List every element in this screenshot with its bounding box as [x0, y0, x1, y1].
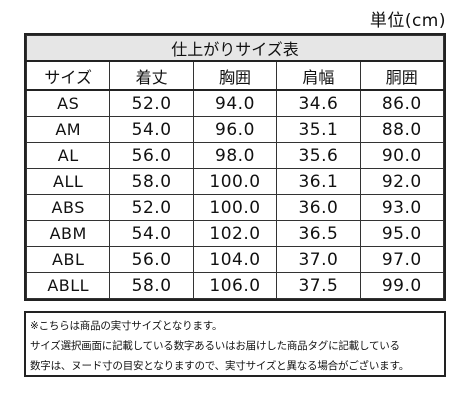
waist-cell: 99.0: [359, 272, 445, 299]
size-cell: ABS: [25, 194, 111, 222]
waist-cell: 95.0: [359, 220, 445, 248]
table-row: ABS 52.0 100.0 36.0 93.0: [25, 194, 445, 222]
table-row: AL 56.0 98.0 35.6 90.0: [25, 142, 445, 170]
table-caption: 仕上がりサイズ表: [26, 35, 444, 62]
table-row: ABLL 58.0 106.0 37.5 99.0: [25, 272, 445, 299]
shoulder-cell: 36.1: [276, 168, 361, 196]
table-row: ALL 58.0 100.0 36.1 92.0: [25, 168, 445, 196]
header-waist: 胴囲: [359, 60, 445, 91]
length-cell: 54.0: [109, 116, 194, 144]
waist-cell: 86.0: [359, 89, 445, 118]
size-chart: 仕上がりサイズ表 サイズ 着丈 胸囲 肩幅 胴囲 AS 52.0 94.0 34…: [24, 33, 446, 301]
note-line: ※こちらは商品の実寸サイズとなります。: [30, 320, 223, 332]
table-row: AS 52.0 94.0 34.6 86.0: [25, 89, 445, 118]
length-cell: 58.0: [109, 272, 194, 299]
size-cell: AS: [25, 89, 111, 118]
header-shoulder: 肩幅: [276, 60, 361, 91]
length-cell: 58.0: [109, 168, 194, 196]
header-chest: 胸囲: [192, 60, 278, 91]
table-row: ABL 56.0 104.0 37.0 97.0: [25, 246, 445, 273]
waist-cell: 97.0: [359, 246, 445, 273]
size-table: 仕上がりサイズ表 サイズ 着丈 胸囲 肩幅 胴囲 AS 52.0 94.0 34…: [25, 35, 445, 299]
size-cell: ABM: [25, 220, 111, 248]
waist-cell: 92.0: [359, 168, 445, 196]
chest-cell: 100.0: [192, 194, 278, 222]
length-cell: 52.0: [109, 89, 194, 118]
notes-box: ※こちらは商品の実寸サイズとなります。 サイズ選択画面に記載している数字あるいは…: [24, 311, 446, 377]
size-cell: ABLL: [25, 272, 111, 299]
note-line: 数字は、ヌード寸の目安となりますので、実寸サイズと異なる場合がございます。: [30, 360, 409, 372]
chest-cell: 98.0: [192, 142, 278, 170]
header-row: サイズ 着丈 胸囲 肩幅 胴囲: [25, 60, 445, 91]
chest-cell: 106.0: [192, 272, 278, 299]
note-line: サイズ選択画面に記載している数字あるいはお届けした商品タグに記載している: [30, 340, 400, 352]
chest-cell: 102.0: [192, 220, 278, 248]
chest-cell: 94.0: [192, 89, 278, 118]
shoulder-cell: 35.1: [276, 116, 361, 144]
size-cell: AL: [25, 142, 111, 170]
chest-cell: 100.0: [192, 168, 278, 196]
chest-cell: 104.0: [192, 246, 278, 273]
size-cell: AM: [25, 116, 111, 144]
table-row: ABM 54.0 102.0 36.5 95.0: [25, 220, 445, 248]
length-cell: 54.0: [109, 220, 194, 248]
header-size: サイズ: [25, 60, 111, 91]
table-row: AM 54.0 96.0 35.1 88.0: [25, 116, 445, 144]
waist-cell: 88.0: [359, 116, 445, 144]
size-cell: ABL: [25, 246, 111, 273]
shoulder-cell: 36.5: [276, 220, 361, 248]
unit-label: 単位(cm): [369, 11, 446, 31]
shoulder-cell: 34.6: [276, 89, 361, 118]
waist-cell: 90.0: [359, 142, 445, 170]
waist-cell: 93.0: [359, 194, 445, 222]
length-cell: 56.0: [109, 142, 194, 170]
shoulder-cell: 36.0: [276, 194, 361, 222]
size-cell: ALL: [25, 168, 111, 196]
length-cell: 56.0: [109, 246, 194, 273]
length-cell: 52.0: [109, 194, 194, 222]
chest-cell: 96.0: [192, 116, 278, 144]
shoulder-cell: 37.5: [276, 272, 361, 299]
header-length: 着丈: [109, 60, 194, 91]
shoulder-cell: 35.6: [276, 142, 361, 170]
shoulder-cell: 37.0: [276, 246, 361, 273]
